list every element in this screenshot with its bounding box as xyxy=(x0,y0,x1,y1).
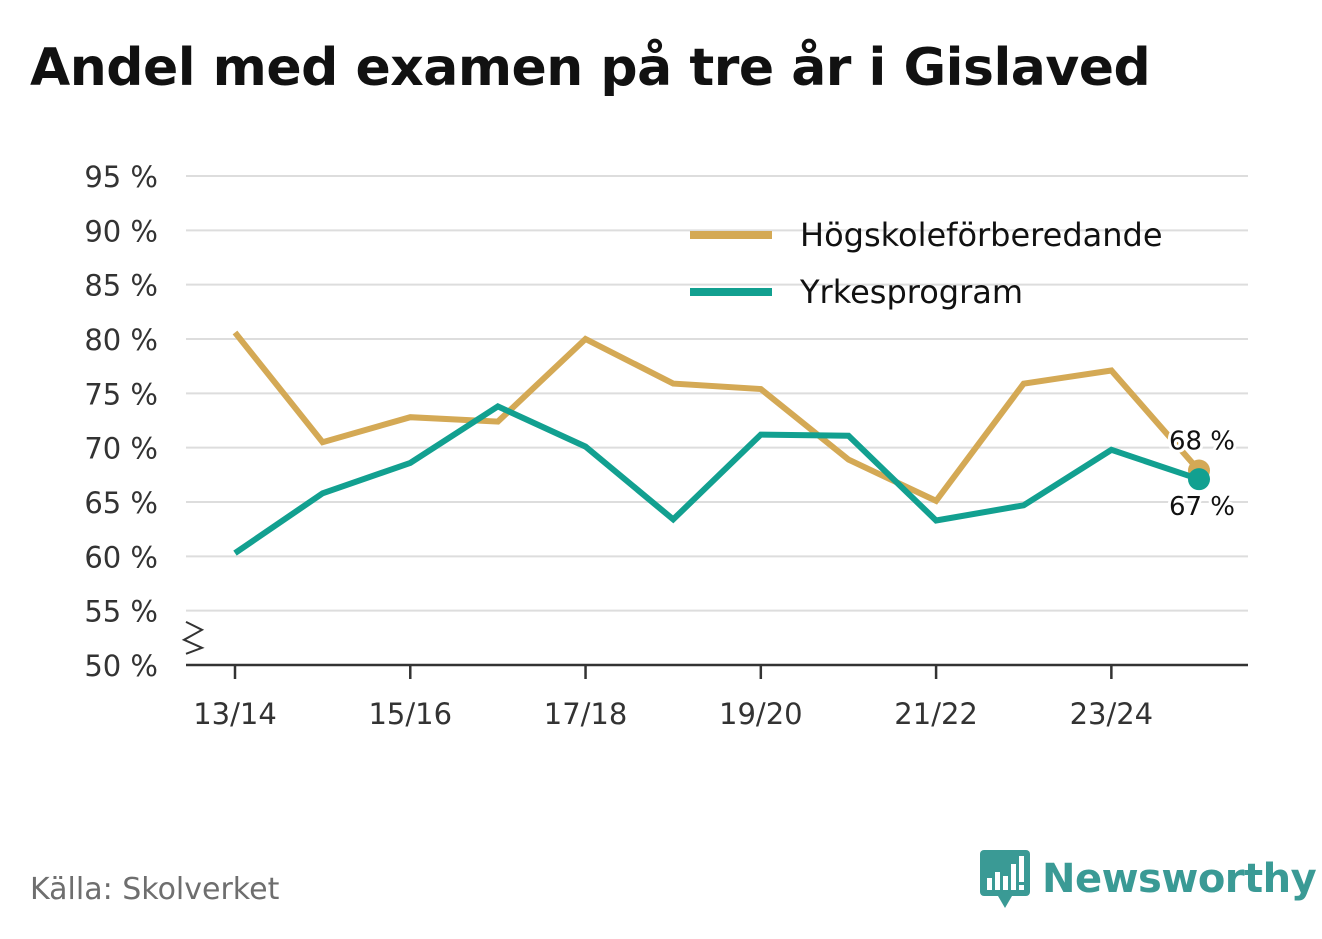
y-tick-label: 75 % xyxy=(84,377,158,411)
x-axis: 13/14 15/16 17/18 19/20 21/22 23/24 xyxy=(186,663,1248,731)
y-tick-label: 60 % xyxy=(84,540,158,574)
gridlines xyxy=(186,175,1248,612)
y-tick-label: 85 % xyxy=(84,269,158,303)
series-line-yrkesprogram xyxy=(233,402,1200,556)
y-tick-label: 80 % xyxy=(84,323,158,357)
newsworthy-logo-icon xyxy=(980,850,1030,908)
y-tick-label: 65 % xyxy=(84,486,158,520)
y-tick-label: 90 % xyxy=(84,214,158,248)
end-label-halo: 68 % xyxy=(1169,426,1235,456)
x-tick-label: 17/18 xyxy=(544,697,628,731)
x-tick-label: 15/16 xyxy=(368,697,452,731)
legend-label: Högskoleförberedande xyxy=(800,216,1163,254)
legend-label: Yrkesprogram xyxy=(799,273,1023,311)
y-tick-label: 70 % xyxy=(84,432,158,466)
x-tick-label: 21/22 xyxy=(894,697,978,731)
series-lines xyxy=(232,330,1210,556)
x-tick-label: 13/14 xyxy=(193,697,277,731)
y-axis: 50 % 55 % 60 % 65 % 70 % 75 % 80 % 85 % 90 % 95 % xyxy=(84,160,205,683)
y-tick-label: 50 % xyxy=(84,649,158,683)
x-tick-label: 23/24 xyxy=(1070,697,1154,731)
end-value-label: 67 % xyxy=(1169,492,1235,522)
end-labels: 68 %68 %67 %67 % xyxy=(1166,423,1238,525)
series-line-hogskoleforberedande xyxy=(232,330,1202,505)
y-tick-label: 55 % xyxy=(84,595,158,629)
chart-title: Andel med examen på tre år i Gislaved xyxy=(30,38,1151,98)
brand-logo: Newsworthy xyxy=(980,848,1317,910)
source-note: Källa: Skolverket xyxy=(30,872,280,907)
y-tick-label: 95 % xyxy=(84,160,158,194)
axis-break-icon xyxy=(181,620,205,655)
end-value-label: 68 % xyxy=(1169,426,1235,456)
brand-name: Newsworthy xyxy=(1042,856,1317,902)
x-tick-label: 19/20 xyxy=(719,697,803,731)
end-point-marker xyxy=(1188,468,1210,491)
legend: Högskoleförberedande Yrkesprogram xyxy=(690,216,1163,311)
end-label-halo: 67 % xyxy=(1169,492,1235,522)
